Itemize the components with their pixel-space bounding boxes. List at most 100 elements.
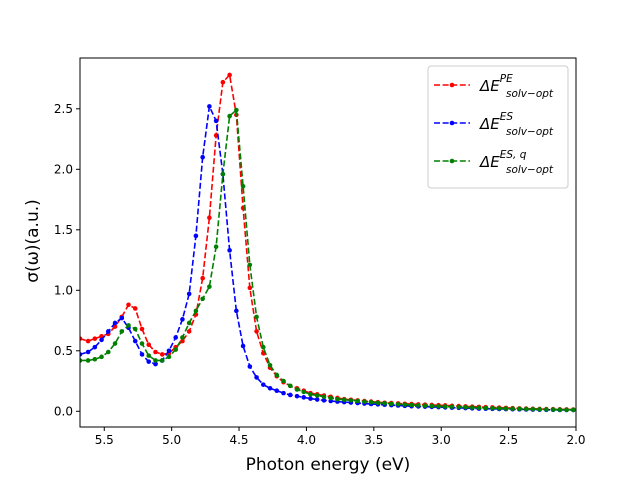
x-tick-label-1: 5.0 bbox=[162, 433, 181, 447]
data-point-0-7 bbox=[126, 302, 131, 308]
data-point-2-2 bbox=[92, 356, 98, 362]
data-point-2-4 bbox=[106, 349, 111, 355]
data-point-2-45 bbox=[382, 400, 387, 406]
legend-label-2: ΔEES, q solv−opt bbox=[479, 149, 554, 176]
x-tick-label-6: 2.5 bbox=[499, 433, 518, 447]
data-point-1-26 bbox=[254, 375, 259, 380]
data-point-2-27 bbox=[261, 344, 266, 350]
data-point-0-0 bbox=[80, 336, 83, 341]
legend-main-0: ΔE bbox=[479, 77, 500, 95]
axes: 5.5 5.0 4.5 4.0 3.5 3.0 2.5 2.0 0.0 0.5 1.0 1.5 2.0 2… bbox=[54, 57, 586, 447]
y-tick-label-3: 1.5 bbox=[54, 223, 73, 237]
data-point-0-15 bbox=[180, 338, 185, 344]
data-point-2-51 bbox=[422, 403, 428, 409]
data-point-1-0 bbox=[80, 352, 83, 357]
data-point-1-33 bbox=[301, 395, 307, 400]
x-tick-label-3: 4.0 bbox=[297, 433, 316, 447]
data-point-0-2 bbox=[92, 336, 98, 341]
data-point-2-29 bbox=[274, 372, 280, 378]
data-point-2-21 bbox=[220, 171, 226, 177]
data-point-1-6 bbox=[119, 315, 125, 321]
data-point-2-41 bbox=[355, 398, 360, 404]
legend-sub-0: solv−opt bbox=[506, 88, 554, 100]
data-point-2-1 bbox=[85, 358, 91, 363]
data-point-1-22 bbox=[227, 248, 232, 253]
x-tick-label-5: 3.0 bbox=[432, 433, 451, 447]
data-point-0-1 bbox=[85, 338, 91, 344]
data-point-1-36 bbox=[321, 398, 327, 403]
data-point-2-40 bbox=[348, 398, 354, 403]
data-point-2-3 bbox=[99, 354, 104, 360]
x-tick-label-7: 2.0 bbox=[566, 433, 585, 447]
data-point-2-9 bbox=[139, 341, 145, 346]
legend-label-0: ΔEPE solv−opt bbox=[479, 73, 554, 100]
data-point-2-48 bbox=[402, 402, 408, 407]
data-point-1-19 bbox=[207, 104, 212, 109]
data-point-1-10 bbox=[146, 359, 152, 364]
data-point-2-53 bbox=[436, 404, 441, 409]
data-point-2-61 bbox=[490, 405, 495, 411]
data-point-2-18 bbox=[200, 296, 205, 302]
data-point-2-19 bbox=[207, 284, 212, 289]
legend-sup-1: ES bbox=[500, 111, 514, 123]
data-point-1-31 bbox=[287, 392, 293, 398]
data-point-1-28 bbox=[267, 385, 273, 391]
data-point-2-49 bbox=[409, 402, 414, 408]
legend-marker-1 bbox=[449, 120, 455, 126]
data-point-2-26 bbox=[254, 314, 259, 320]
data-point-2-11 bbox=[153, 358, 158, 363]
data-point-0-18 bbox=[200, 275, 205, 281]
legend-main-2: ΔE bbox=[479, 153, 500, 171]
data-point-2-64 bbox=[510, 406, 515, 412]
data-point-1-13 bbox=[166, 348, 172, 354]
data-point-1-4 bbox=[106, 329, 111, 334]
data-point-2-44 bbox=[375, 400, 381, 406]
data-point-2-66 bbox=[523, 406, 529, 412]
data-point-2-6 bbox=[119, 329, 125, 334]
data-point-1-17 bbox=[193, 233, 199, 239]
legend-marker-0 bbox=[449, 82, 455, 88]
data-point-2-37 bbox=[328, 395, 334, 401]
legend-item-2: ΔEES, q solv−opt bbox=[434, 149, 554, 176]
data-point-0-9 bbox=[139, 326, 145, 332]
data-point-2-14 bbox=[173, 347, 178, 352]
data-point-0-11 bbox=[153, 349, 158, 355]
data-point-2-17 bbox=[193, 308, 199, 314]
data-point-2-24 bbox=[240, 183, 246, 189]
data-point-1-35 bbox=[314, 397, 320, 402]
x-tick-label-2: 4.5 bbox=[229, 433, 248, 447]
data-point-1-20 bbox=[213, 118, 219, 124]
data-point-2-25 bbox=[247, 262, 253, 268]
legend-label-1: ΔEES solv−opt bbox=[479, 111, 554, 138]
legend-sub-1: solv−opt bbox=[506, 126, 554, 138]
plot-area bbox=[80, 72, 576, 413]
data-point-2-31 bbox=[287, 383, 293, 389]
data-point-2-71 bbox=[557, 407, 563, 413]
data-point-2-28 bbox=[267, 363, 273, 368]
data-point-1-29 bbox=[274, 388, 280, 394]
data-point-1-18 bbox=[200, 154, 205, 160]
data-point-2-16 bbox=[186, 320, 192, 326]
data-point-2-59 bbox=[476, 405, 482, 411]
x-axis-label: Photon energy (eV) bbox=[246, 455, 411, 475]
data-point-2-46 bbox=[389, 401, 394, 407]
data-point-1-1 bbox=[85, 349, 91, 355]
axes-frame bbox=[79, 57, 577, 428]
data-point-2-8 bbox=[132, 326, 138, 332]
legend-box bbox=[427, 65, 569, 189]
data-point-1-2 bbox=[92, 344, 98, 350]
data-point-1-34 bbox=[308, 396, 313, 401]
data-point-2-32 bbox=[294, 387, 300, 392]
data-point-2-13 bbox=[166, 354, 172, 360]
data-point-2-58 bbox=[469, 405, 475, 410]
y-tick-label-1: 0.5 bbox=[54, 344, 73, 358]
data-point-2-50 bbox=[416, 403, 421, 408]
data-point-1-5 bbox=[112, 320, 118, 326]
y-axis-label: σ(ω)(a.u.) bbox=[23, 199, 43, 283]
data-point-2-5 bbox=[112, 341, 118, 346]
data-point-1-32 bbox=[294, 393, 300, 399]
data-point-2-20 bbox=[213, 244, 219, 250]
data-point-1-27 bbox=[261, 382, 266, 387]
data-point-2-52 bbox=[429, 403, 435, 409]
